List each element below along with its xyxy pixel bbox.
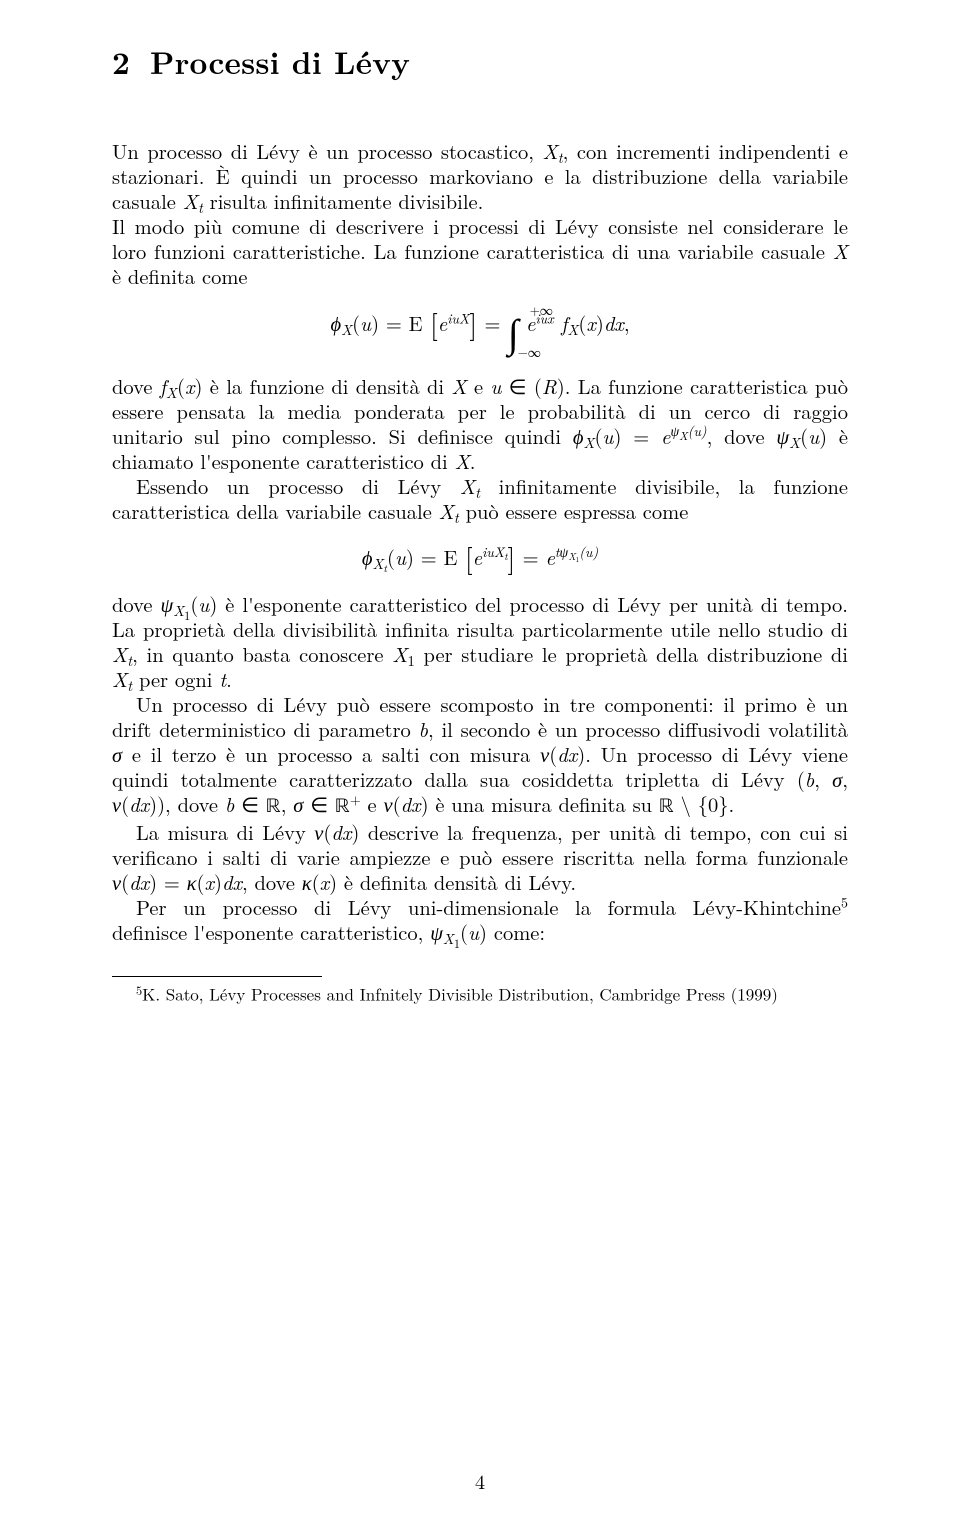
paragraph-5: dove ψX1(u) è l'esponente caratteristico… — [112, 591, 848, 691]
text: è una misura definita su — [429, 789, 659, 818]
page-number: 4 — [112, 1466, 848, 1495]
text: è l'esponente caratteristico del process… — [112, 589, 848, 643]
paragraph-3: dove fX(x) è la funzione di densità di X… — [112, 373, 848, 473]
section-title: Processi di Lévy — [150, 40, 410, 84]
text: , dove — [165, 789, 225, 818]
text: e — [361, 789, 384, 818]
paragraph-4: Essendo un processo di Lévy Xt infinitam… — [112, 473, 848, 523]
text: per studiare le proprietà della distribu… — [415, 639, 848, 668]
paragraph-1: Un processo di Lévy è un processo stocas… — [112, 138, 848, 213]
footnote-rule — [112, 976, 322, 977]
text: definisce l'esponente caratteristico, — [112, 917, 430, 946]
equation-1: ϕX(u) = E [eiuX] = ∫+∞−∞ eiux fX(x)dx, — [112, 302, 848, 359]
equation-2: ϕXt(u) = E [eiuXt] = etψX1(u) — [112, 537, 848, 577]
section-heading: 2 Processi di Lévy — [112, 40, 848, 84]
page: 2 Processi di Lévy Un processo di Lévy è … — [0, 0, 960, 1527]
footnote-text: K. Sato, Lévy Processes and Infnitely Di… — [142, 982, 778, 1006]
paragraph-8: Per un processo di Lévy uni-dimensionale… — [112, 894, 848, 944]
text: può essere espressa come — [459, 496, 689, 525]
paragraph-2: Il modo più comune di descrivere i proce… — [112, 213, 848, 288]
text: è definita come — [112, 261, 248, 290]
paragraph-7: La misura di Lévy ν(dx) descrive la freq… — [112, 819, 848, 894]
text: , dove — [707, 421, 777, 450]
paragraph-6: Un processo di Lévy può essere scomposto… — [112, 691, 848, 819]
footnote: 5K. Sato, Lévy Processes and Infnitely D… — [112, 983, 848, 1005]
text: come: — [487, 917, 545, 946]
text: Il modo più comune di descrivere i proce… — [112, 211, 848, 265]
section-number: 2 — [112, 40, 130, 84]
text: . — [729, 789, 735, 818]
